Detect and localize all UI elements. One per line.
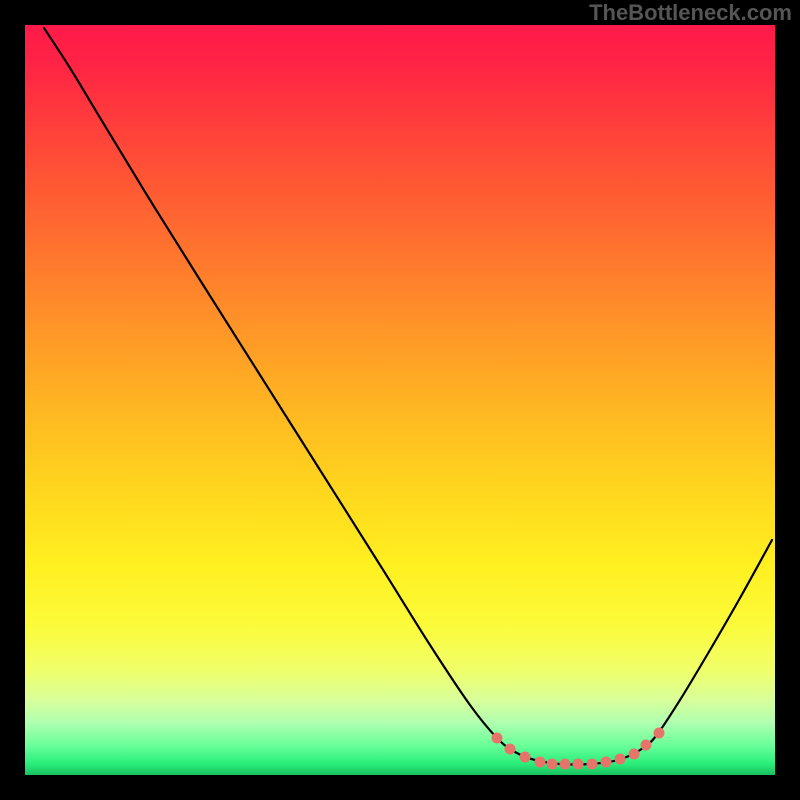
curve-marker <box>641 740 652 751</box>
curve-marker <box>654 728 665 739</box>
curve-marker <box>520 752 531 763</box>
curve-marker <box>535 757 546 768</box>
curve-marker <box>601 757 612 768</box>
curve-marker <box>573 759 584 770</box>
curve-marker <box>547 759 558 770</box>
curve-marker <box>587 759 598 770</box>
curve-marker <box>492 733 503 744</box>
curve-marker <box>505 744 516 755</box>
curve-marker <box>560 759 571 770</box>
curve-marker <box>629 749 640 760</box>
bottleneck-chart <box>0 0 800 800</box>
curve-marker <box>615 754 626 765</box>
watermark-text: TheBottleneck.com <box>589 0 792 26</box>
chart-gradient-bg <box>25 25 775 775</box>
